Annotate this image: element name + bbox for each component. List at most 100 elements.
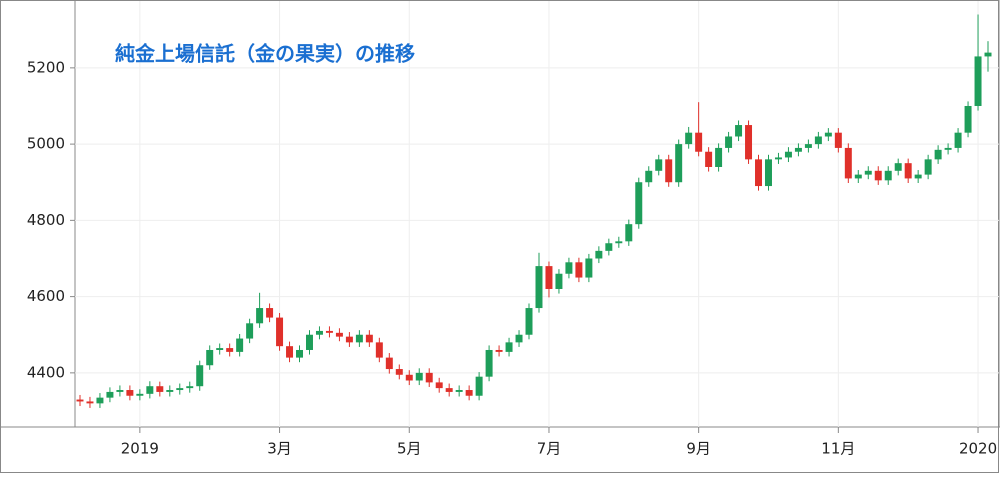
candle-body — [974, 56, 982, 106]
x-tick-label: 9月 — [686, 440, 711, 458]
candle-body — [924, 159, 932, 175]
plot-layer: 4400 4600 4800 5000 5200 2019 3月 5月 7月 9月 11月 2020 — [27, 1, 999, 458]
candle-body — [675, 144, 683, 183]
candle-body — [874, 170, 882, 181]
candle-body — [964, 105, 972, 133]
candle-body — [884, 170, 892, 181]
candle-body — [615, 241, 623, 244]
candle-body — [944, 147, 952, 150]
x-tick-label: 5月 — [397, 440, 422, 458]
candle-body — [465, 390, 473, 396]
candle-body — [904, 163, 912, 179]
candle-body — [625, 224, 633, 242]
candle-body — [146, 386, 154, 394]
x-tick-label: 2019 — [121, 440, 159, 458]
candle-body — [545, 266, 553, 289]
candle-body — [844, 147, 852, 179]
candle-body — [365, 334, 373, 343]
candle-body — [176, 388, 184, 391]
candle-body — [246, 323, 254, 339]
candle-body — [415, 372, 423, 381]
candle-body — [954, 132, 962, 148]
x-tick-label: 3月 — [267, 440, 292, 458]
candle-body — [395, 369, 403, 375]
candle-body — [774, 157, 782, 160]
candle-body — [106, 391, 114, 398]
candle-body — [136, 393, 144, 396]
candle-body — [216, 348, 224, 350]
candle-body — [286, 346, 294, 358]
candle-body — [914, 174, 922, 179]
candle-body — [784, 151, 792, 158]
candle-body — [515, 334, 523, 343]
x-tick-label: 2020 — [959, 440, 997, 458]
candle-body — [385, 357, 393, 370]
candle-body — [685, 132, 693, 145]
candle-body — [735, 125, 743, 137]
candle-body — [276, 317, 284, 347]
candle-body — [196, 365, 204, 387]
candle-body — [585, 258, 593, 278]
candle-body — [665, 159, 673, 183]
candle-body — [86, 401, 94, 404]
candle-body — [76, 399, 84, 402]
candle-body — [804, 144, 812, 148]
candle-body — [435, 382, 443, 389]
candle-body — [755, 159, 763, 187]
candle-body — [256, 308, 264, 324]
candle-body — [236, 338, 244, 352]
candle-body — [375, 342, 383, 358]
candle-body — [345, 336, 353, 343]
plot-frame — [74, 0, 1000, 428]
candle-body — [555, 273, 563, 289]
candle-body — [525, 308, 533, 335]
candle-body — [894, 163, 902, 171]
candle-body — [425, 372, 433, 383]
candle-body — [635, 182, 643, 225]
candle-body — [495, 349, 503, 352]
candle-body — [296, 349, 304, 358]
candle-body — [934, 149, 942, 160]
candle-body — [605, 243, 613, 251]
candle-body — [325, 330, 333, 333]
candle-body — [695, 132, 703, 152]
candle-body — [655, 159, 663, 171]
candle-body — [595, 250, 603, 259]
candle-body — [984, 52, 992, 57]
candle-body — [206, 349, 214, 366]
candle-body — [814, 136, 822, 145]
candle-body — [445, 388, 453, 392]
candle-body — [834, 132, 842, 148]
candle-body — [485, 349, 493, 377]
candle-body — [405, 374, 413, 381]
candle-body — [305, 334, 313, 350]
candle-body — [764, 159, 772, 187]
candle-body — [725, 136, 733, 148]
y-tick-label: 4400 — [27, 363, 65, 381]
candle-body — [705, 151, 713, 167]
candle-body — [126, 390, 134, 396]
candle-body — [575, 262, 583, 278]
y-tick-label: 5000 — [27, 135, 65, 153]
x-tick-label: 11月 — [821, 440, 855, 458]
candle-body — [355, 334, 363, 343]
candle-body — [824, 132, 832, 137]
candle-body — [864, 170, 872, 175]
candle-body — [745, 125, 753, 160]
candle-body — [645, 170, 653, 183]
candle-body — [226, 348, 234, 352]
candle-body — [96, 397, 104, 404]
candle-body — [266, 308, 274, 318]
candle-body — [505, 342, 513, 352]
candle-body — [794, 147, 802, 152]
x-tick-label: 7月 — [537, 440, 562, 458]
y-tick-label: 4800 — [27, 211, 65, 229]
y-tick-label: 5200 — [27, 58, 65, 76]
y-tick-label: 4600 — [27, 287, 65, 305]
candle-body — [335, 332, 343, 337]
chart-title: 純金上場信託（金の果実）の推移 — [115, 42, 415, 66]
candle-body — [166, 390, 174, 392]
candle-body — [116, 390, 124, 392]
